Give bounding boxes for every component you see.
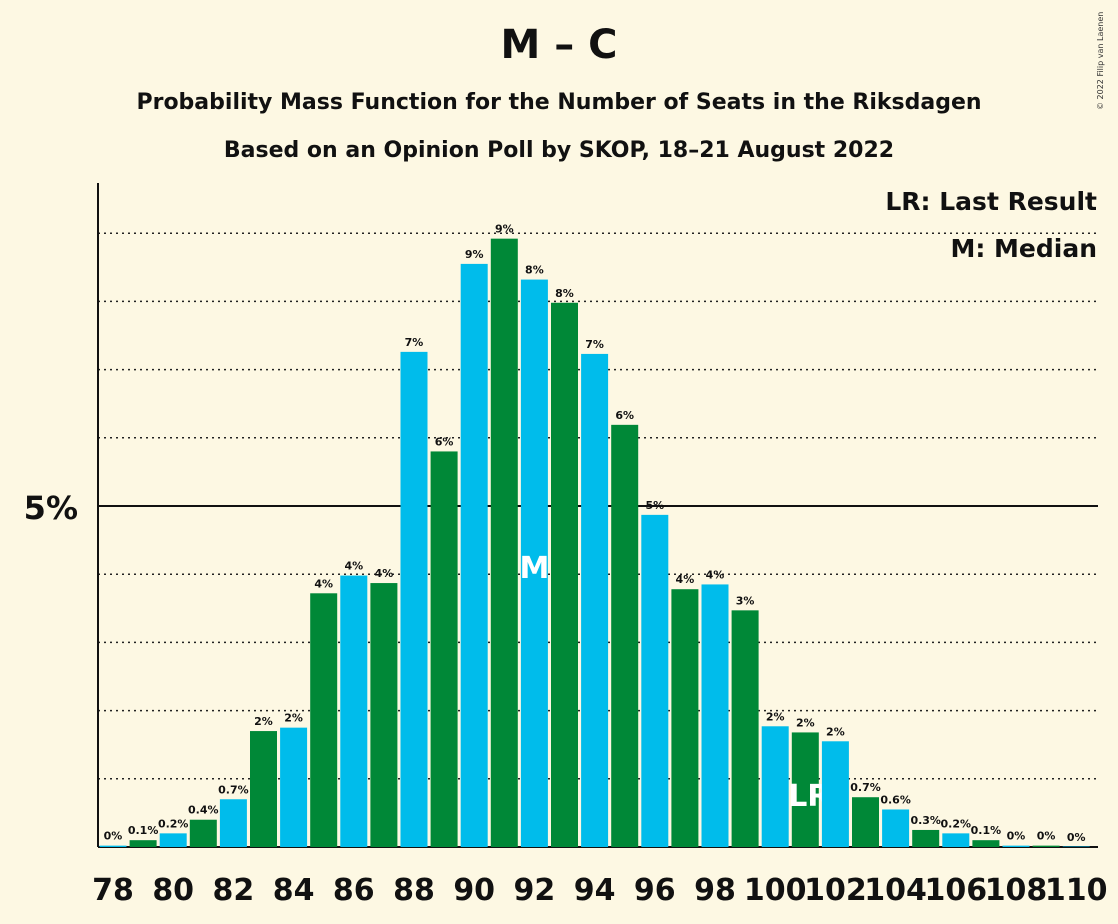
bar-seat-91 [490, 238, 518, 847]
data-label: 6% [615, 409, 634, 422]
bar-seat-89 [430, 451, 458, 847]
data-label: 2% [766, 710, 785, 723]
data-label: 0% [1037, 830, 1056, 843]
bar-seat-107 [972, 840, 1000, 847]
bar-seat-83 [250, 731, 277, 847]
x-tick-label: 82 [213, 873, 255, 908]
bar-seat-86 [340, 575, 368, 847]
bar-seat-93 [551, 302, 578, 847]
bar-seat-109 [1032, 845, 1060, 847]
x-tick-label: 94 [574, 873, 616, 908]
data-label: 5% [645, 499, 664, 512]
data-label: 4% [344, 560, 363, 573]
data-label: 0% [104, 830, 123, 843]
x-tick-label: 104 [864, 873, 927, 908]
bar-seat-104 [882, 809, 910, 847]
data-label: 7% [585, 338, 604, 351]
bar-seat-79 [129, 840, 157, 847]
data-label: 8% [525, 264, 544, 277]
bar-seat-97 [671, 589, 699, 847]
data-label: 0.2% [158, 817, 189, 830]
data-label: 2% [254, 715, 273, 728]
bar-seat-84 [280, 727, 308, 847]
x-tick-label: 88 [393, 873, 435, 908]
bar-seat-98 [701, 584, 729, 847]
bar-seat-96 [641, 514, 669, 847]
data-label: 2% [284, 712, 303, 725]
x-tick-label: 100 [744, 873, 807, 908]
data-label: 0.3% [910, 814, 941, 827]
data-label: 9% [495, 223, 514, 236]
legend-last-result: LR: Last Result [885, 187, 1097, 216]
median-marker: M [519, 551, 549, 586]
bar-seat-94 [581, 353, 609, 847]
data-label: 2% [826, 725, 845, 738]
x-tick-label: 80 [152, 873, 194, 908]
x-tick-label: 86 [333, 873, 375, 908]
bar-seat-92 [520, 279, 548, 847]
data-label: 0.1% [971, 824, 1002, 837]
data-label: 4% [706, 568, 725, 581]
data-label: 8% [555, 287, 574, 300]
bar-seat-85 [310, 593, 338, 847]
bar-seat-88 [400, 351, 428, 847]
data-label: 4% [676, 573, 695, 586]
data-label: 3% [736, 594, 755, 607]
x-tick-label: 90 [453, 873, 495, 908]
bar-seat-110 [1062, 846, 1090, 847]
data-label: 0.1% [128, 824, 159, 837]
x-tick-label: 84 [273, 873, 315, 908]
x-tick-label: 98 [694, 873, 736, 908]
bar-seat-81 [189, 819, 217, 847]
bar-seat-106 [942, 833, 970, 847]
x-tick-label: 92 [514, 873, 556, 908]
data-label: 2% [796, 716, 815, 729]
data-label: 0% [1067, 831, 1086, 844]
bar-seat-103 [852, 797, 879, 847]
chart-title: M – C [500, 22, 618, 68]
chart-subtitle: Probability Mass Function for the Number… [136, 90, 982, 115]
data-label: 0.7% [218, 783, 249, 796]
bar-seat-78 [99, 845, 127, 847]
bar-seat-101 [791, 732, 819, 847]
x-tick-label: 110 [1045, 873, 1108, 908]
y-tick-label: 5% [24, 489, 78, 527]
data-label: 0.2% [941, 817, 972, 830]
data-label: 0% [1007, 830, 1026, 843]
data-label: 0.7% [850, 781, 881, 794]
bar-seat-99 [731, 610, 759, 847]
bar-seat-90 [460, 263, 488, 847]
bar-seat-100 [761, 726, 789, 847]
data-label: 0.4% [188, 804, 219, 817]
x-tick-label: 78 [92, 873, 134, 908]
data-label: 7% [405, 336, 424, 349]
x-tick-label: 106 [924, 873, 987, 908]
x-tick-label: 96 [634, 873, 676, 908]
bar-seat-108 [1002, 845, 1030, 847]
x-tick-label: 108 [985, 873, 1048, 908]
bar-seat-82 [219, 799, 247, 847]
data-label: 4% [375, 567, 394, 580]
data-label: 9% [465, 248, 484, 261]
legend-median: M: Median [950, 234, 1097, 263]
bar-seat-95 [611, 424, 639, 847]
bar-seat-105 [912, 829, 940, 847]
bar-seat-102 [821, 741, 849, 847]
x-tick-label: 102 [804, 873, 867, 908]
data-label: 0.6% [880, 793, 911, 806]
data-label: 4% [314, 577, 333, 590]
chart-subtitle-poll: Based on an Opinion Poll by SKOP, 18–21 … [223, 138, 895, 163]
bar-seat-87 [370, 583, 398, 847]
bar-seat-80 [159, 833, 187, 847]
data-label: 6% [435, 435, 454, 448]
